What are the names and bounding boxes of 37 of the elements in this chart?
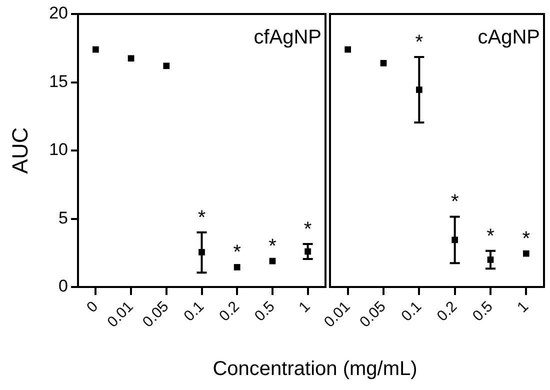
- point: [380, 60, 387, 66]
- x-tick-label: 0.05: [356, 298, 390, 331]
- x-tick-label: 0.01: [104, 298, 137, 331]
- y-tick-label: 5: [58, 208, 68, 228]
- annotation: *: [198, 206, 206, 229]
- annotation: *: [415, 32, 424, 54]
- y-tick-label: 15: [49, 72, 68, 91]
- x-tick-label: 1: [296, 298, 314, 316]
- x-tick-label: 0.5: [251, 298, 278, 325]
- x-tick-label: 0: [84, 298, 102, 316]
- y-tick-label: 0: [58, 276, 68, 296]
- y-tick-label: 10: [49, 140, 68, 160]
- annotation: *: [233, 242, 242, 264]
- x-tick-label: 0.05: [139, 298, 172, 331]
- point: [92, 46, 99, 53]
- x-tick-label: 0.1: [398, 298, 425, 325]
- x-tick-label: 0.5: [469, 298, 496, 325]
- annotation: *: [450, 191, 459, 214]
- point: [522, 250, 530, 257]
- point: [344, 46, 352, 53]
- x-axis-title: Concentration (mg/mL): [212, 358, 418, 381]
- annotation: *: [486, 225, 495, 248]
- text: cAgNP: [478, 26, 540, 49]
- y-axis-title: AUC: [7, 127, 32, 174]
- x-tick-label: 0.1: [180, 298, 208, 325]
- annotation: *: [522, 228, 530, 250]
- x-tick-label: 0.2: [216, 298, 243, 325]
- x-tick-label: 0.01: [320, 298, 354, 331]
- text: cfAgNP: [254, 26, 322, 49]
- x-tick-label: 1: [514, 298, 532, 316]
- annotation: *: [304, 218, 312, 241]
- point: [128, 55, 134, 62]
- y-tick-label: 20: [49, 4, 68, 23]
- point: [234, 264, 240, 270]
- x-tick-label: 0.2: [434, 298, 461, 325]
- annotation: *: [268, 236, 277, 258]
- point: [163, 62, 170, 70]
